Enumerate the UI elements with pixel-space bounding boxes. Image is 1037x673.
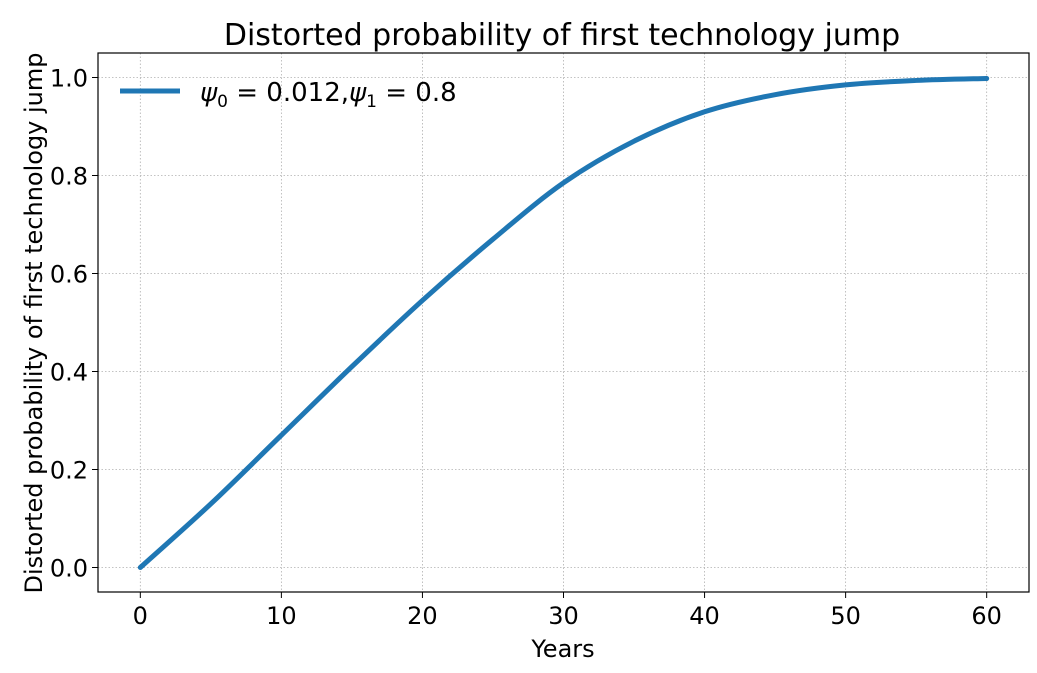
y-tick-label: 0.0 [50, 555, 88, 583]
x-tick-label: 20 [407, 602, 438, 630]
x-tick-label: 50 [830, 602, 861, 630]
y-axis-label: Distorted probability of first technolog… [20, 52, 48, 593]
series-line [137, 75, 990, 570]
y-tick-label: 0.8 [50, 163, 88, 191]
legend-psi0-value: = 0.012, [228, 78, 349, 108]
x-axis: 0 10 20 30 40 50 60 [133, 592, 1002, 630]
y-tick-label: 0.6 [50, 261, 88, 289]
y-axis: 0.0 0.2 0.4 0.6 0.8 1.0 [50, 65, 98, 583]
x-tick-label: 10 [266, 602, 297, 630]
legend-psi1-value: = 0.8 [377, 78, 457, 108]
x-tick-label: 0 [133, 602, 148, 630]
legend-psi1-subscript: 1 [366, 92, 377, 112]
series-layer [137, 75, 990, 570]
legend-psi0-symbol: ψ [200, 78, 218, 108]
y-tick-label: 0.2 [50, 457, 88, 485]
legend: ψ0 = 0.012,ψ1 = 0.8 [120, 78, 457, 112]
legend-psi1-symbol: ψ [349, 78, 367, 108]
chart-title: Distorted probability of first technolog… [224, 18, 900, 53]
grid [98, 53, 1029, 592]
y-tick-label: 1.0 [50, 65, 88, 93]
x-tick-label: 30 [548, 602, 579, 630]
y-tick-label: 0.4 [50, 359, 88, 387]
x-axis-label: Years [530, 635, 594, 663]
x-tick-label: 40 [689, 602, 720, 630]
x-tick-label: 60 [971, 602, 1002, 630]
legend-entry-label: ψ0 = 0.012,ψ1 = 0.8 [200, 78, 457, 112]
legend-psi0-subscript: 0 [217, 92, 228, 112]
